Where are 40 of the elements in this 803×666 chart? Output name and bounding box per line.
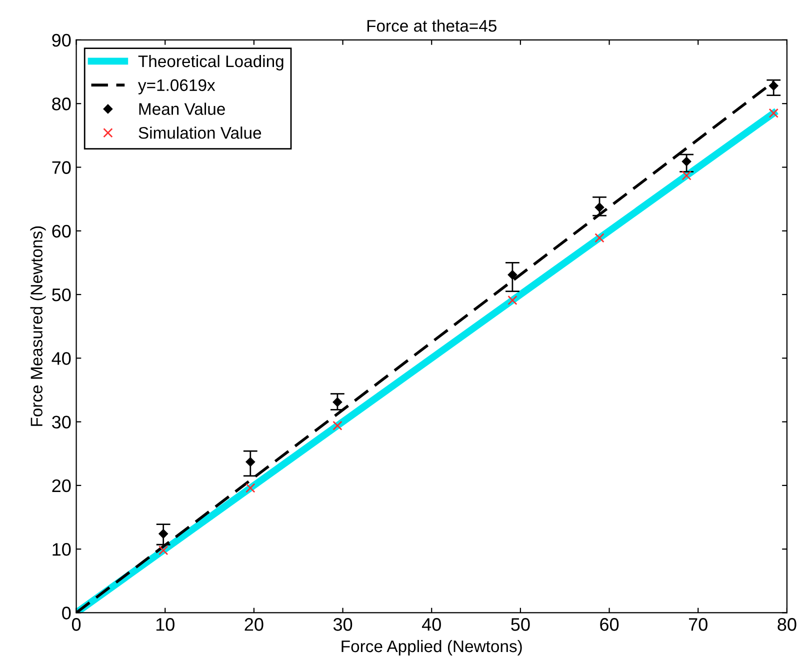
legend-label: Theoretical Loading — [138, 54, 284, 70]
point — [508, 270, 518, 280]
y-tick-label: 20 — [52, 479, 71, 492]
y-tick-label: 50 — [52, 288, 71, 302]
legend-label: y=1.0619x — [138, 79, 216, 94]
point — [246, 483, 256, 493]
point — [768, 81, 778, 90]
point — [158, 529, 168, 538]
y-tick-label: 80 — [52, 98, 71, 110]
point — [768, 108, 778, 118]
y-tick-label: 10 — [52, 543, 71, 556]
x-tick-label: 0 — [72, 618, 81, 631]
x-tick-label: 40 — [422, 618, 441, 631]
legend-label: Mean Value — [139, 102, 225, 115]
y-tick-label: 30 — [52, 416, 71, 429]
chart-title: Force at theta=45 — [367, 20, 496, 32]
point — [332, 397, 342, 407]
x-tick-label: 70 — [688, 618, 708, 631]
y-tick-label: 70 — [52, 161, 71, 174]
y-tick-label: 60 — [52, 224, 71, 238]
x-tick-label: 60 — [600, 618, 619, 631]
y-tick-label: 40 — [52, 352, 71, 365]
point — [246, 457, 256, 467]
legend-label: Simulation Value — [138, 126, 262, 139]
point — [682, 170, 692, 180]
y-tick-label: 90 — [52, 34, 71, 47]
y-axis-title: Force Measured (Newtons) — [30, 226, 46, 426]
x-axis-title: Force Applied (Newtons) — [342, 640, 522, 656]
x-tick-label: 20 — [244, 618, 264, 631]
x-tick-label: 10 — [156, 618, 174, 631]
point — [594, 202, 604, 212]
x-tick-label: 80 — [778, 618, 796, 631]
point — [332, 420, 342, 430]
point — [682, 156, 692, 166]
point — [158, 545, 168, 556]
point — [508, 295, 518, 306]
y-tick-label: 0 — [62, 606, 71, 620]
x-tick-label: 30 — [333, 618, 352, 631]
x-tick-label: 50 — [511, 618, 530, 631]
point — [594, 233, 604, 243]
